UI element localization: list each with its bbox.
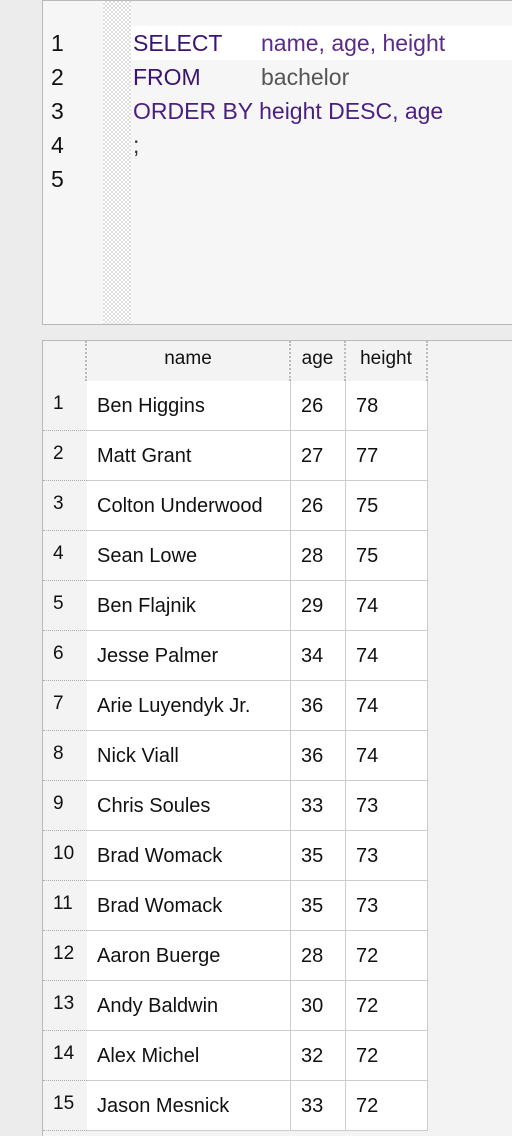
line-number: 4 bbox=[51, 132, 64, 158]
table-cell: Brad Womack bbox=[87, 831, 291, 881]
table-cell: 33 bbox=[291, 1081, 346, 1131]
table-cell: 74 bbox=[346, 731, 428, 781]
result-table: name age height 1 Ben Higgins 26 78 2 Matt Grant… bbox=[42, 340, 512, 1136]
row-number: 10 bbox=[43, 831, 87, 881]
table-cell: Alex Michel bbox=[87, 1031, 291, 1081]
row-number: 14 bbox=[43, 1031, 87, 1081]
table-cell: 72 bbox=[346, 1031, 428, 1081]
row-number: 8 bbox=[43, 731, 87, 781]
table-cell: 73 bbox=[346, 881, 428, 931]
column-header[interactable]: age bbox=[291, 341, 346, 381]
table-cell: 77 bbox=[346, 431, 428, 481]
column-header[interactable]: name bbox=[87, 341, 291, 381]
line-number: 1 bbox=[51, 30, 64, 56]
table-cell: 28 bbox=[291, 531, 346, 581]
row-number: 2 bbox=[43, 431, 87, 481]
table-cell: 73 bbox=[346, 831, 428, 881]
table-cell: 72 bbox=[346, 981, 428, 1031]
table-cell: 36 bbox=[291, 731, 346, 781]
row-number: 12 bbox=[43, 931, 87, 981]
table-cell: Ben Flajnik bbox=[87, 581, 291, 631]
row-number: 7 bbox=[43, 681, 87, 731]
row-number: 15 bbox=[43, 1081, 87, 1131]
table-cell: Andy Baldwin bbox=[87, 981, 291, 1031]
sql-editor[interactable]: 1 2 3 4 5 SELECT name, age, height FROM bachelor… bbox=[42, 0, 512, 325]
table-cell: 28 bbox=[291, 931, 346, 981]
header-index bbox=[43, 341, 87, 381]
sql-text: bachelor bbox=[261, 64, 350, 90]
table-cell: 36 bbox=[291, 681, 346, 731]
sql-keyword: FROM bbox=[133, 64, 201, 90]
table-cell: 29 bbox=[291, 581, 346, 631]
table-cell: 35 bbox=[291, 831, 346, 881]
gutter-strip bbox=[103, 1, 131, 324]
row-number: 5 bbox=[43, 581, 87, 631]
table-cell: 74 bbox=[346, 581, 428, 631]
sql-keyword: ; bbox=[133, 132, 140, 158]
table-cell: Jason Mesnick bbox=[87, 1081, 291, 1131]
table-cell: 34 bbox=[291, 631, 346, 681]
sql-keyword: ORDER BY height DESC, age bbox=[133, 98, 444, 124]
line-gutter bbox=[43, 1, 103, 324]
line-number: 2 bbox=[51, 64, 64, 90]
table-cell: 73 bbox=[346, 781, 428, 831]
table-cell: Aaron Buerge bbox=[87, 931, 291, 981]
table-cell: Arie Luyendyk Jr. bbox=[87, 681, 291, 731]
table-cell: Nick Viall bbox=[87, 731, 291, 781]
row-number: 1 bbox=[43, 381, 87, 431]
table-cell: 27 bbox=[291, 431, 346, 481]
table-cell: 74 bbox=[346, 681, 428, 731]
table-cell: Brad Womack bbox=[87, 881, 291, 931]
row-number: 13 bbox=[43, 981, 87, 1031]
table-cell: Colton Underwood bbox=[87, 481, 291, 531]
sql-keyword: SELECT bbox=[133, 30, 223, 56]
table-cell: Jesse Palmer bbox=[87, 631, 291, 681]
table-cell: Ben Higgins bbox=[87, 381, 291, 431]
table-cell: 30 bbox=[291, 981, 346, 1031]
table-cell: Chris Soules bbox=[87, 781, 291, 831]
table-cell: 72 bbox=[346, 1081, 428, 1131]
column-header[interactable]: height bbox=[346, 341, 428, 381]
table-cell: 72 bbox=[346, 931, 428, 981]
sql-text: name, age, height bbox=[261, 30, 446, 56]
table-cell: 26 bbox=[291, 381, 346, 431]
table-cell: Matt Grant bbox=[87, 431, 291, 481]
row-number: 6 bbox=[43, 631, 87, 681]
table-cell: 74 bbox=[346, 631, 428, 681]
row-number: 11 bbox=[43, 881, 87, 931]
row-number: 3 bbox=[43, 481, 87, 531]
table-cell: 26 bbox=[291, 481, 346, 531]
table-cell: Sean Lowe bbox=[87, 531, 291, 581]
table-cell: 35 bbox=[291, 881, 346, 931]
row-number: 4 bbox=[43, 531, 87, 581]
table-cell: 75 bbox=[346, 531, 428, 581]
table-cell: 32 bbox=[291, 1031, 346, 1081]
row-number: 9 bbox=[43, 781, 87, 831]
table-cell: 33 bbox=[291, 781, 346, 831]
line-number: 5 bbox=[51, 166, 64, 192]
line-number: 3 bbox=[51, 98, 64, 124]
table-cell: 75 bbox=[346, 481, 428, 531]
current-line bbox=[131, 26, 512, 60]
table-cell: 78 bbox=[346, 381, 428, 431]
